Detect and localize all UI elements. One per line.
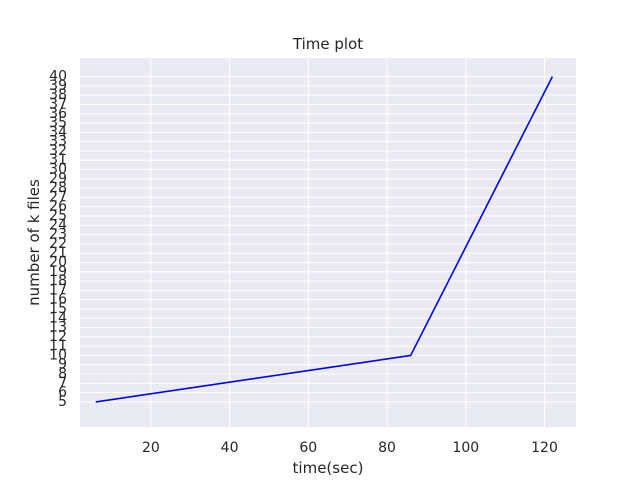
y-tick-label: 38 xyxy=(49,87,67,103)
y-tick-label: 14 xyxy=(49,310,67,326)
y-tick-label: 27 xyxy=(49,189,67,205)
x-tick-label: 40 xyxy=(221,440,239,456)
y-tick-label: 35 xyxy=(49,115,67,131)
series-line xyxy=(95,76,554,403)
x-tick-label: 80 xyxy=(378,440,396,456)
y-tick-label: 33 xyxy=(49,134,67,150)
y-tick-label: 8 xyxy=(58,366,67,382)
y-tick-label: 28 xyxy=(49,180,67,196)
y-tick-label: 21 xyxy=(49,245,67,261)
y-axis-label: number of k files xyxy=(25,179,43,306)
y-tick-label: 7 xyxy=(58,375,67,391)
x-tick-label: 60 xyxy=(299,440,317,456)
y-tick-label: 29 xyxy=(49,171,67,187)
y-tick-labels: 5678910111213141516171819202122232425262… xyxy=(49,69,67,410)
y-tick-label: 11 xyxy=(49,338,67,354)
y-tick-label: 12 xyxy=(49,329,67,345)
y-tick-label: 36 xyxy=(49,106,67,122)
plot-background xyxy=(80,58,576,427)
y-tick-label: 26 xyxy=(49,199,67,215)
y-tick-label: 31 xyxy=(49,152,67,168)
y-tick-label: 9 xyxy=(58,357,67,373)
y-tick-label: 22 xyxy=(49,236,67,252)
y-tick-label: 10 xyxy=(49,347,67,363)
y-tick-label: 16 xyxy=(49,292,67,308)
y-tick-label: 25 xyxy=(49,208,67,224)
y-tick-label: 18 xyxy=(49,273,67,289)
y-tick-label: 32 xyxy=(49,143,67,159)
y-tick-label: 6 xyxy=(58,385,67,401)
y-tick-label: 20 xyxy=(49,254,67,270)
chart-title: Time plot xyxy=(292,35,363,53)
x-axis-label: time(sec) xyxy=(293,459,364,477)
grid-lines xyxy=(80,58,576,427)
y-tick-label: 34 xyxy=(49,124,67,140)
y-tick-label: 15 xyxy=(49,301,67,317)
x-tick-label: 20 xyxy=(142,440,160,456)
x-tick-label: 120 xyxy=(531,440,558,456)
y-tick-label: 17 xyxy=(49,282,67,298)
x-tick-label: 100 xyxy=(452,440,479,456)
y-tick-label: 13 xyxy=(49,320,67,336)
y-tick-label: 40 xyxy=(49,69,67,85)
y-tick-label: 23 xyxy=(49,227,67,243)
y-tick-label: 19 xyxy=(49,264,67,280)
x-tick-labels: 20 40 60 80 100 120 xyxy=(142,440,558,456)
y-tick-label: 5 xyxy=(58,394,67,410)
series-layer xyxy=(95,76,554,403)
y-tick-label: 39 xyxy=(49,78,67,94)
y-tick-label: 24 xyxy=(49,217,67,233)
y-tick-label: 30 xyxy=(49,162,67,178)
y-tick-label: 37 xyxy=(49,96,67,112)
